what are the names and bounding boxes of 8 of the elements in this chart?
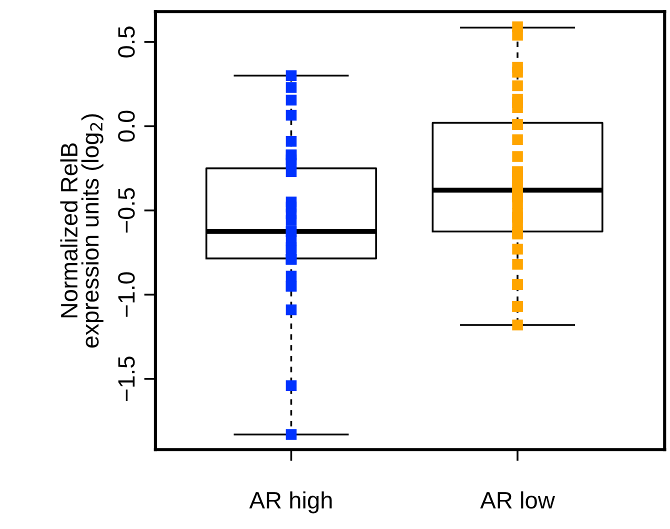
x-tick-label: AR high [249, 491, 332, 514]
y-tick-label: −1.5 [118, 356, 135, 402]
y-tick-label: −0.5 [118, 188, 135, 233]
y-axis-title: Normalized RelB expression units (log$_{2}$) [60, 114, 104, 348]
y-tick-label: 0.5 [118, 26, 135, 58]
y-tick-label: 0.0 [118, 110, 135, 142]
y-tick-label: −1.0 [118, 272, 135, 317]
x-tick-label: AR low [480, 491, 555, 509]
